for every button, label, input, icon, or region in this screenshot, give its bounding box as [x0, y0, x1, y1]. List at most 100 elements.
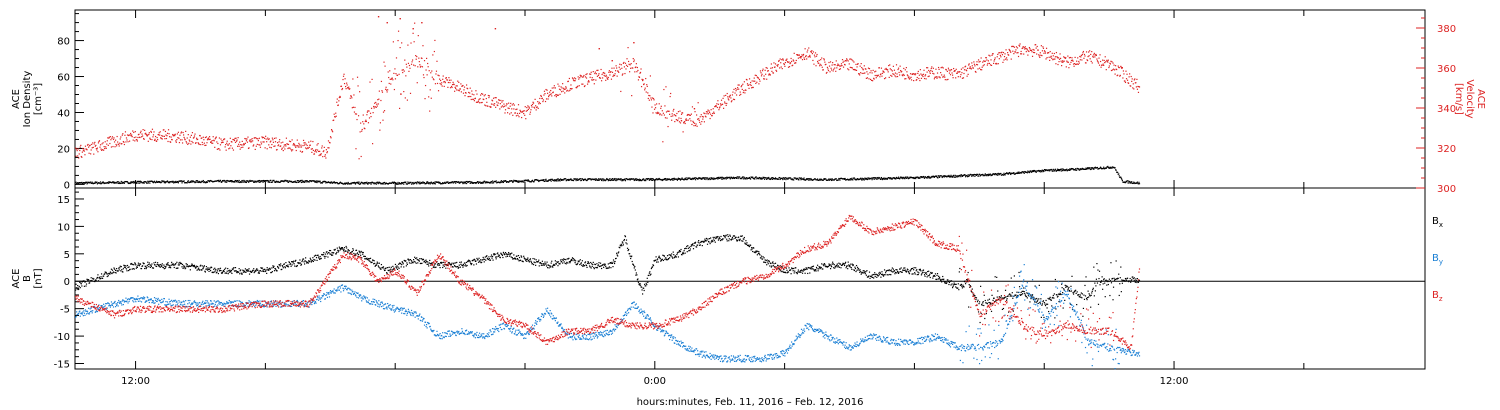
velocity-point — [230, 145, 232, 147]
velocity-point — [987, 60, 990, 62]
bx-point — [172, 264, 174, 266]
velocity-point — [293, 142, 295, 145]
velocity-point — [487, 105, 489, 107]
density-point — [1109, 166, 1111, 168]
density-point — [1096, 166, 1099, 169]
density-point — [1049, 170, 1051, 172]
bx-point — [167, 262, 169, 264]
velocity-point — [237, 145, 239, 147]
velocity-point — [225, 149, 227, 151]
velocity-point — [115, 143, 117, 146]
velocity-point — [840, 63, 843, 65]
bx-point — [184, 265, 186, 267]
bx-point — [185, 267, 187, 269]
velocity-point — [797, 57, 799, 59]
density-point — [636, 178, 638, 180]
velocity-point — [1020, 50, 1022, 53]
velocity-point — [1077, 57, 1079, 59]
velocity-point — [362, 114, 364, 116]
density-point — [83, 182, 85, 184]
y-axis-label: ACE — [11, 89, 22, 109]
velocity-point — [131, 134, 133, 136]
velocity-point — [142, 129, 144, 131]
velocity-point — [1031, 55, 1034, 57]
bx-point — [245, 270, 248, 272]
density-point — [247, 180, 249, 182]
density-point — [1008, 172, 1010, 175]
velocity-point — [1099, 54, 1101, 56]
density-point — [158, 180, 160, 183]
density-point — [1007, 172, 1009, 174]
y-tick-label: 360 — [1437, 64, 1456, 75]
velocity-point — [534, 98, 536, 100]
density-point — [480, 182, 482, 184]
velocity-point — [390, 83, 392, 85]
velocity-point — [746, 79, 748, 81]
bx-point — [376, 261, 378, 263]
velocity-point — [1048, 52, 1050, 54]
velocity-point — [517, 114, 519, 116]
y-tick-label: 340 — [1437, 104, 1456, 115]
velocity-point — [697, 102, 699, 104]
density-point — [130, 181, 132, 183]
density-point — [1110, 166, 1112, 168]
velocity-point — [788, 66, 791, 68]
density-point — [810, 178, 812, 180]
velocity-point — [378, 98, 380, 100]
density-point — [514, 179, 516, 182]
density-point — [850, 178, 852, 180]
density-point — [561, 179, 563, 181]
bx-point — [288, 262, 291, 264]
velocity-point — [632, 57, 634, 60]
velocity-point — [987, 62, 989, 65]
density-point — [889, 178, 891, 180]
density-point — [722, 176, 724, 179]
velocity-point — [93, 153, 95, 155]
density-point — [1061, 168, 1063, 170]
bx-point — [359, 251, 361, 253]
velocity-point — [664, 105, 666, 107]
bx-point — [122, 271, 124, 273]
velocity-point — [894, 72, 897, 74]
density-point — [526, 179, 528, 181]
density-point — [637, 179, 640, 181]
velocity-point — [880, 67, 883, 69]
density-point — [998, 174, 1000, 176]
velocity-point — [564, 88, 566, 90]
bx-point — [279, 264, 281, 266]
density-point — [731, 176, 733, 179]
bx-point — [158, 264, 160, 267]
bx-point — [390, 266, 392, 268]
velocity-point — [827, 68, 829, 70]
density-point — [130, 182, 132, 184]
bx-point — [346, 247, 348, 249]
density-point — [517, 181, 519, 183]
velocity-point — [297, 146, 299, 148]
velocity-point — [414, 65, 416, 67]
velocity-point — [857, 63, 859, 65]
velocity-point — [1023, 53, 1025, 55]
velocity-point — [563, 87, 565, 89]
density-point — [915, 177, 917, 180]
velocity-point — [168, 136, 171, 138]
bx-point — [313, 255, 316, 257]
velocity-point — [409, 92, 412, 94]
velocity-point — [787, 66, 790, 68]
density-point — [936, 175, 938, 177]
velocity-point — [1074, 63, 1076, 65]
density-point — [629, 178, 631, 180]
bx-point — [175, 263, 177, 265]
bx-point — [97, 274, 99, 276]
velocity-point — [696, 125, 698, 127]
velocity-point — [1057, 57, 1060, 59]
bx-point — [244, 268, 246, 270]
density-point — [1039, 170, 1041, 172]
density-point — [1058, 169, 1060, 172]
bx-point — [422, 258, 425, 261]
velocity-point — [661, 114, 663, 116]
bx-point — [197, 268, 199, 270]
density-point — [876, 176, 878, 179]
bx-point — [455, 262, 457, 264]
velocity-point — [545, 88, 547, 91]
velocity-point — [1132, 83, 1134, 85]
